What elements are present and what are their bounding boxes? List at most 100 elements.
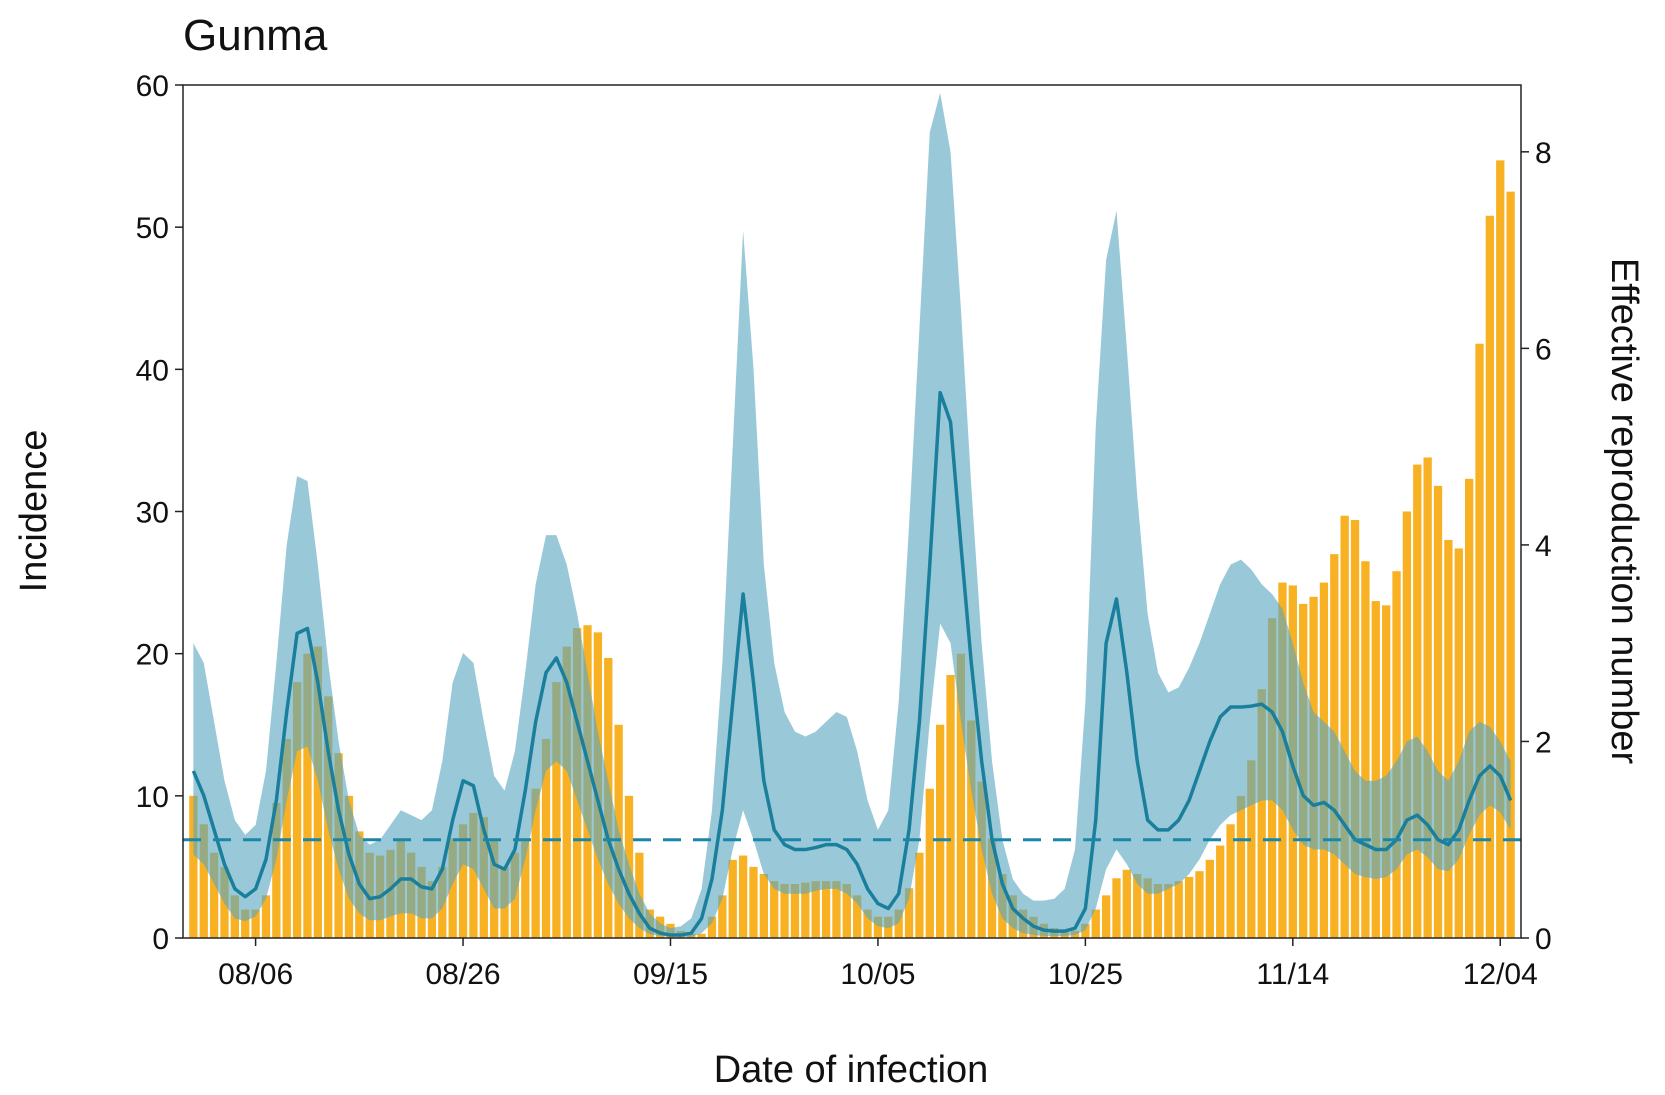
bar bbox=[189, 795, 198, 938]
bar bbox=[1413, 464, 1422, 938]
bar bbox=[956, 653, 966, 938]
bar bbox=[1153, 883, 1163, 938]
bar bbox=[780, 883, 789, 938]
bar bbox=[1226, 824, 1235, 938]
bar bbox=[1081, 923, 1090, 938]
bar bbox=[1205, 859, 1214, 938]
bar bbox=[1371, 601, 1380, 938]
bar bbox=[1257, 689, 1266, 938]
bar bbox=[728, 859, 737, 938]
bar bbox=[801, 882, 810, 938]
bar bbox=[251, 909, 260, 938]
bar bbox=[1464, 478, 1474, 938]
bar bbox=[272, 802, 281, 938]
bar bbox=[863, 909, 872, 938]
bar bbox=[925, 788, 934, 938]
bar bbox=[832, 881, 841, 938]
bar bbox=[718, 895, 727, 938]
bar bbox=[1216, 845, 1225, 938]
bar bbox=[552, 682, 561, 938]
bar bbox=[853, 895, 862, 938]
bar bbox=[199, 824, 208, 938]
y-tick-label: 0 bbox=[152, 923, 169, 956]
y2-tick-label: 0 bbox=[1535, 923, 1552, 956]
x-tick-label: 10/25 bbox=[1048, 958, 1123, 991]
bar bbox=[759, 874, 768, 938]
bar bbox=[1122, 869, 1132, 938]
bar bbox=[1195, 871, 1204, 938]
bar bbox=[1485, 215, 1495, 938]
x-axis-label: Date of infection bbox=[714, 1049, 989, 1091]
rt-line bbox=[191, 390, 1513, 937]
y-tick-label: 60 bbox=[136, 70, 169, 103]
y2-tick-label: 4 bbox=[1535, 530, 1552, 563]
bar bbox=[738, 855, 748, 938]
bar bbox=[1361, 561, 1370, 938]
bar bbox=[448, 838, 457, 938]
bar bbox=[790, 883, 800, 938]
bar bbox=[1433, 485, 1443, 938]
y-tick-label: 30 bbox=[136, 497, 169, 530]
bar bbox=[904, 888, 914, 938]
bar bbox=[1475, 343, 1484, 938]
x-tick-label: 08/06 bbox=[218, 958, 293, 991]
y2-tick-label: 8 bbox=[1535, 137, 1552, 170]
bar bbox=[1340, 515, 1349, 938]
bar bbox=[811, 881, 820, 938]
bar bbox=[1506, 191, 1515, 938]
bar bbox=[946, 674, 955, 938]
confidence-band bbox=[193, 92, 1511, 938]
bar bbox=[1454, 548, 1463, 938]
bar bbox=[770, 881, 779, 938]
bar bbox=[209, 852, 219, 938]
bar bbox=[749, 866, 758, 938]
bar bbox=[313, 646, 322, 938]
x-tick-label: 08/26 bbox=[426, 958, 501, 991]
y2-axis-label: Effective reproduction number bbox=[1603, 258, 1645, 765]
bar bbox=[562, 646, 571, 938]
bar bbox=[1164, 883, 1173, 938]
y-axis-label: Incidence bbox=[13, 430, 55, 593]
bar bbox=[1174, 881, 1183, 938]
x-tick-label: 12/04 bbox=[1463, 958, 1538, 991]
bar bbox=[915, 852, 924, 938]
bar bbox=[261, 895, 271, 938]
x-tick-label: 10/05 bbox=[840, 958, 915, 991]
y-tick-label: 20 bbox=[136, 639, 169, 672]
bar bbox=[1133, 874, 1142, 938]
bar bbox=[1444, 539, 1453, 938]
x-tick-label: 09/15 bbox=[633, 958, 708, 991]
y2-tick-label: 6 bbox=[1535, 333, 1552, 366]
bar bbox=[1402, 511, 1412, 938]
y2-tick-label: 2 bbox=[1535, 726, 1552, 759]
bar bbox=[1350, 520, 1360, 938]
bar bbox=[821, 881, 831, 938]
bar bbox=[458, 824, 468, 938]
bar bbox=[241, 909, 250, 938]
bar bbox=[469, 812, 478, 938]
y-tick-label: 10 bbox=[136, 781, 169, 814]
bar bbox=[697, 933, 706, 938]
bar bbox=[1236, 795, 1246, 938]
y-tick-label: 50 bbox=[136, 212, 169, 245]
bar bbox=[1184, 876, 1194, 938]
bar bbox=[1382, 605, 1391, 938]
bar bbox=[894, 909, 903, 938]
bar bbox=[1392, 571, 1401, 938]
bar bbox=[1143, 878, 1152, 938]
chart-title: Gunma bbox=[183, 11, 328, 60]
bar bbox=[531, 788, 540, 938]
bar bbox=[873, 916, 883, 938]
bar bbox=[936, 724, 945, 938]
bar bbox=[842, 883, 851, 938]
bar bbox=[1091, 909, 1100, 938]
bar bbox=[1423, 457, 1432, 938]
bar bbox=[521, 838, 530, 938]
y-tick-label: 40 bbox=[136, 354, 169, 387]
x-tick-label: 11/14 bbox=[1256, 958, 1329, 991]
bar bbox=[1101, 895, 1111, 938]
bar bbox=[1112, 878, 1121, 938]
bar bbox=[707, 916, 717, 938]
bar bbox=[1496, 160, 1505, 938]
